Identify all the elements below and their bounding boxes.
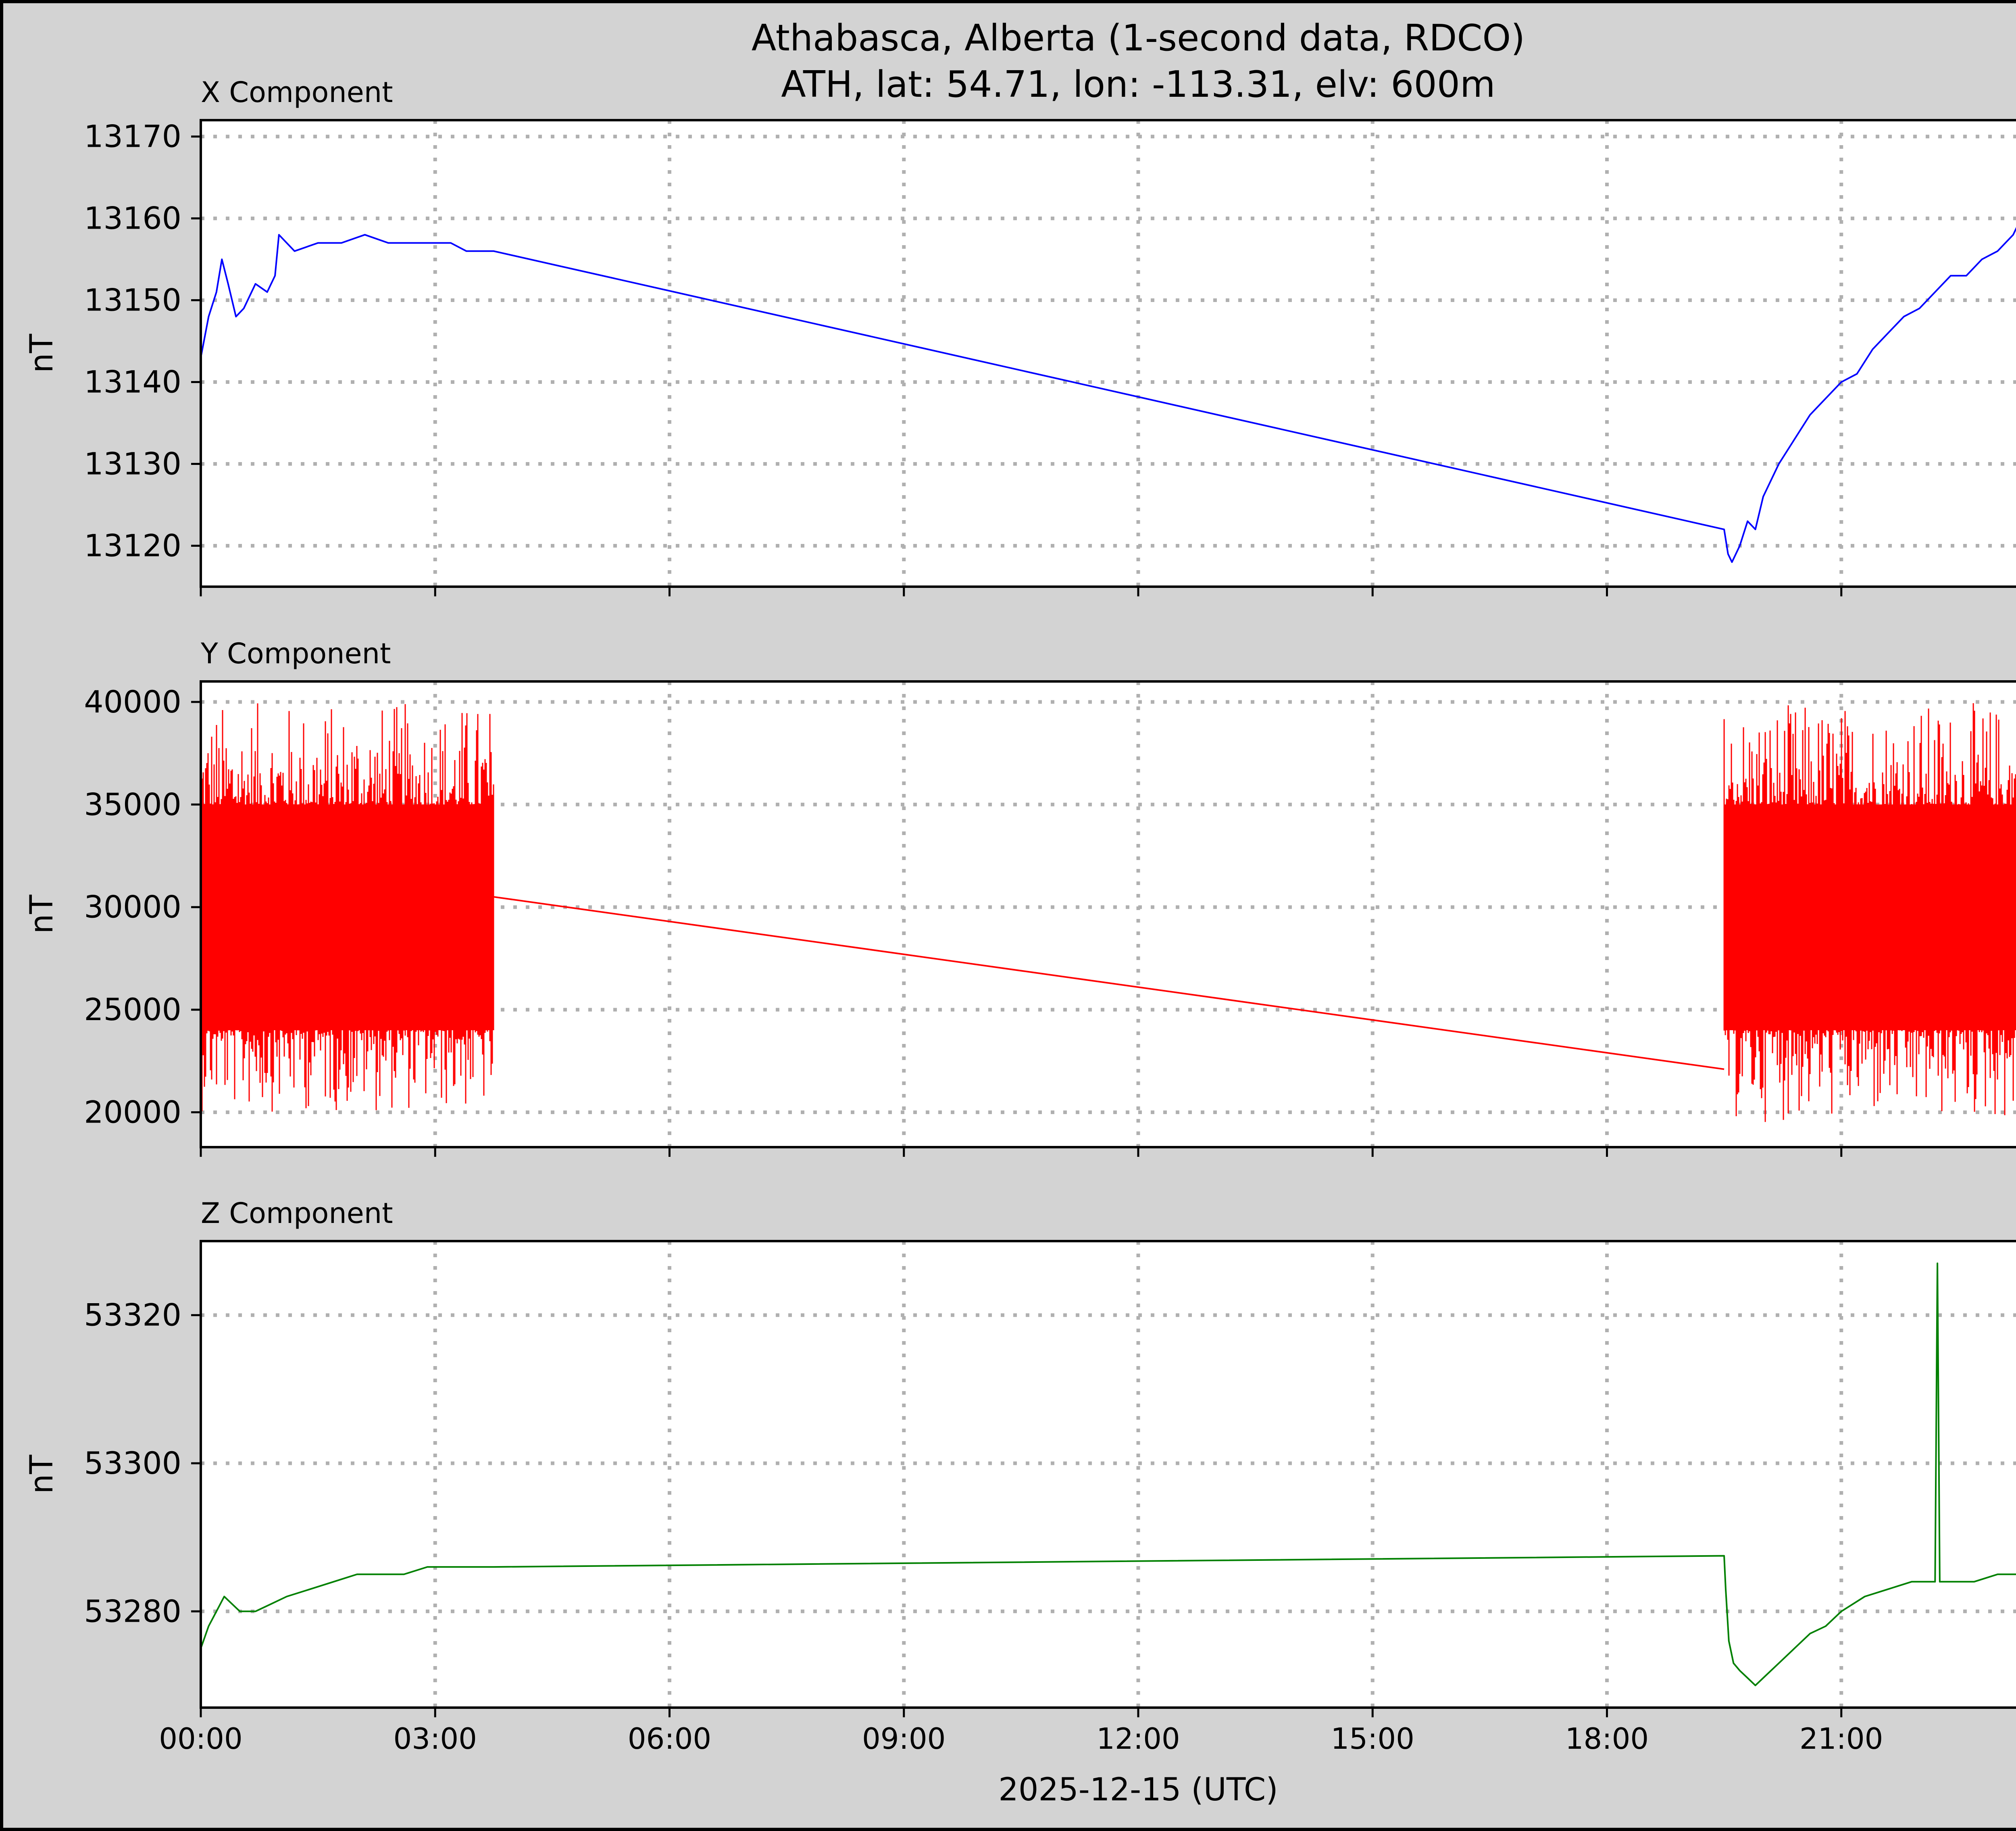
y-tick-label: 53280 [84, 1593, 181, 1629]
figure-title-line2: ATH, lat: 54.71, lon: -113.31, elv: 600m [781, 63, 1495, 106]
y-tick-label: 13120 [84, 528, 181, 564]
panel-3: 00:00 03:00 06:00 09:00 12:00 15:00 18:00 21:00… [24, 1197, 2016, 1756]
noise-segment-2 [1723, 703, 2016, 1122]
x-tick-label: 03:00 [394, 1722, 477, 1756]
y-tick-label: 13140 [84, 364, 181, 400]
x-axis-label: 2025-12-15 (UTC) [998, 1772, 1278, 1808]
y-tick-label: 13170 [84, 119, 181, 154]
x-tick-label: 12:00 [1096, 1722, 1180, 1756]
y-axis-label: nT [24, 1455, 60, 1494]
plot-area [201, 1241, 2016, 1708]
x-tick-label: 06:00 [628, 1722, 712, 1756]
plot-area [201, 120, 2016, 587]
y-tick-label: 20000 [84, 1094, 181, 1130]
noise-spikes [1723, 703, 2016, 1122]
x-tick-label: 00:00 [159, 1722, 243, 1756]
x-tick-label: 21:00 [1799, 1722, 1883, 1756]
y-tick-label: 13150 [84, 282, 181, 318]
y-tick-label: 53300 [84, 1445, 181, 1481]
y-tick-label: 30000 [84, 889, 181, 925]
y-axis-label: nT [24, 895, 60, 934]
x-tick-label: 18:00 [1565, 1722, 1649, 1756]
x-tick-label: 09:00 [862, 1722, 946, 1756]
noise-segment-1 [200, 703, 494, 1112]
panel-title: Y Component [200, 637, 391, 670]
panel-1: 13120 13130 13140 13150 13160 13170 X Componen… [24, 76, 2016, 596]
series-line-1 [200, 1262, 2016, 1686]
series-line-1 [494, 896, 1724, 1070]
y-tick-label: 13130 [84, 446, 181, 482]
panel-2: 20000 25000 30000 35000 40000 Y Component nT [24, 637, 2016, 1157]
y-tick-label: 40000 [84, 684, 181, 720]
y-tick-label: 53320 [84, 1297, 181, 1333]
plot-area [201, 681, 2016, 1147]
panel-title: X Component [201, 76, 393, 109]
y-tick-label: 13160 [84, 200, 181, 236]
y-tick-label: 35000 [84, 786, 181, 822]
x-tick-label: 15:00 [1331, 1722, 1415, 1756]
y-tick-label: 25000 [84, 992, 181, 1027]
series-line-1 [200, 227, 2016, 563]
y-axis-label: nT [24, 334, 60, 373]
figure-title-line1: Athabasca, Alberta (1-second data, RDCO) [752, 17, 1525, 59]
panel-title: Z Component [201, 1197, 393, 1230]
